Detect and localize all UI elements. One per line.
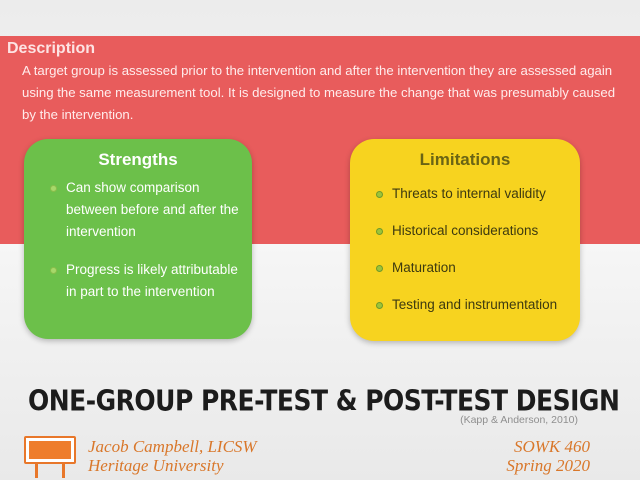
limitations-item-text: Historical considerations xyxy=(392,223,539,238)
limitations-item: Testing and instrumentation xyxy=(372,294,572,316)
strengths-list: Can show comparison between before and a… xyxy=(46,177,246,319)
billboard-sign-icon xyxy=(24,436,76,478)
bullet-icon xyxy=(50,267,57,274)
limitations-item: Maturation xyxy=(372,257,572,279)
slide-title: ONE-GROUP PRE-TEST & POST-TEST DESIGN xyxy=(28,384,620,418)
bullet-icon xyxy=(376,302,383,309)
limitations-item-text: Testing and instrumentation xyxy=(392,297,558,312)
limitations-list: Threats to internal validity Historical … xyxy=(372,183,572,331)
strengths-heading: Strengths xyxy=(98,150,178,169)
limitations-item-text: Threats to internal validity xyxy=(392,186,546,201)
strengths-item-text: Can show comparison between before and a… xyxy=(66,180,239,239)
limitations-item: Threats to internal validity xyxy=(372,183,572,205)
strengths-card: Strengths Can show comparison between be… xyxy=(24,139,252,339)
limitations-heading: Limitations xyxy=(419,150,511,169)
limitations-item-text: Maturation xyxy=(392,260,456,275)
limitations-item: Historical considerations xyxy=(372,220,572,242)
description-text: A target group is assessed prior to the … xyxy=(22,63,616,122)
bullet-icon xyxy=(376,191,383,198)
institution-name: Heritage University xyxy=(88,456,224,475)
limitations-card: Limitations Threats to internal validity… xyxy=(350,139,580,341)
term-label: Spring 2020 xyxy=(506,456,590,475)
strengths-item-text: Progress is likely attributable in part … xyxy=(66,262,238,299)
strengths-item: Progress is likely attributable in part … xyxy=(46,259,246,303)
strengths-item: Can show comparison between before and a… xyxy=(46,177,246,243)
bullet-icon xyxy=(50,185,57,192)
bullet-icon xyxy=(376,228,383,235)
description-heading: Description xyxy=(7,40,96,57)
bullet-icon xyxy=(376,265,383,272)
citation: (Kapp & Anderson, 2010) xyxy=(460,414,578,426)
course-code: SOWK 460 xyxy=(513,437,590,456)
author-name: Jacob Campbell, LICSW xyxy=(88,437,257,456)
